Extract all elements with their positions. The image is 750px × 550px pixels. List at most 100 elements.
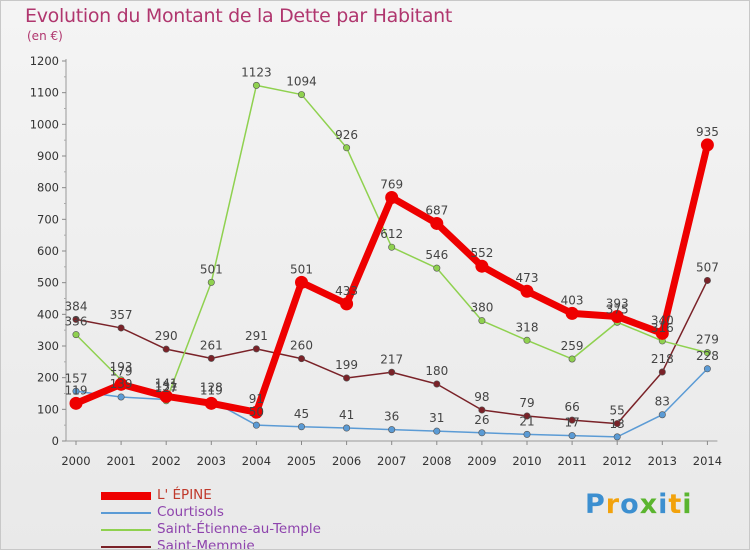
data-label: 141 — [155, 376, 178, 390]
data-label: 291 — [245, 329, 268, 343]
y-tick-label: 800 — [37, 181, 59, 195]
legend-item-saint-etienne-au-temple: Saint-Étienne-au-Temple — [101, 521, 401, 538]
data-label: 935 — [696, 125, 719, 139]
data-point-saint-memmie — [703, 276, 711, 284]
data-point-courtisols — [252, 421, 260, 429]
data-label: 79 — [519, 396, 534, 410]
proxiti-logo: Proxiti — [585, 489, 693, 520]
legend-item-l-epine: L' ÉPINE — [101, 487, 401, 504]
data-point-saint-memmie — [252, 345, 260, 353]
y-tick-label: 0 — [52, 434, 59, 448]
data-label: 546 — [425, 248, 448, 262]
data-point-saint-memmie — [343, 374, 351, 382]
data-label: 501 — [290, 262, 313, 276]
data-point-l-epine — [385, 190, 399, 204]
x-tick-label: 2000 — [61, 454, 90, 468]
x-tick-label: 2001 — [106, 454, 135, 468]
x-tick-label: 2012 — [603, 454, 632, 468]
x-tick-label: 2014 — [693, 454, 722, 468]
data-label: 50 — [249, 405, 264, 419]
data-label: 279 — [696, 333, 719, 347]
x-tick-label: 2008 — [422, 454, 451, 468]
data-point-l-epine — [340, 297, 354, 311]
data-point-l-epine — [114, 377, 128, 391]
data-point-saint-etienne-au-temple — [207, 278, 215, 286]
x-tick-label: 2004 — [242, 454, 271, 468]
x-tick-label: 2010 — [512, 454, 541, 468]
y-tick-label: 400 — [37, 307, 59, 321]
data-point-saint-etienne-au-temple — [72, 331, 80, 339]
y-tick-label: 200 — [37, 371, 59, 385]
data-label: 612 — [380, 227, 403, 241]
data-label: 501 — [200, 262, 223, 276]
x-tick-label: 2013 — [648, 454, 677, 468]
data-label: 1094 — [286, 75, 317, 89]
data-label: 199 — [335, 358, 358, 372]
legend-item-courtisols: Courtisols — [101, 504, 401, 521]
data-label: 340 — [651, 313, 674, 327]
chart-title: Evolution du Montant de la Dette par Hab… — [25, 5, 453, 27]
legend-swatch — [101, 492, 151, 500]
legend-swatch — [101, 512, 151, 514]
data-label: 13 — [610, 417, 625, 431]
data-point-saint-etienne-au-temple — [568, 355, 576, 363]
logo-letter: i — [658, 489, 669, 520]
data-point-saint-etienne-au-temple — [523, 336, 531, 344]
data-point-saint-memmie — [523, 412, 531, 420]
data-point-saint-memmie — [297, 355, 305, 363]
y-tick-label: 300 — [37, 339, 59, 353]
data-label: 157 — [65, 371, 88, 385]
data-point-l-epine — [159, 389, 173, 403]
data-point-saint-memmie — [433, 380, 441, 388]
data-label: 26 — [474, 413, 489, 427]
data-point-saint-etienne-au-temple — [297, 91, 305, 99]
data-point-l-epine — [69, 396, 83, 410]
data-label: 139 — [110, 377, 133, 391]
data-point-l-epine — [565, 306, 579, 320]
data-point-saint-memmie — [568, 416, 576, 424]
legend-item-saint-memmie: Saint-Memmie — [101, 538, 401, 550]
data-point-saint-etienne-au-temple — [703, 349, 711, 357]
data-point-l-epine — [475, 259, 489, 273]
data-label: 552 — [470, 246, 493, 260]
data-label: 98 — [474, 390, 489, 404]
legend-label: L' ÉPINE — [157, 487, 212, 503]
data-label: 259 — [561, 339, 584, 353]
data-point-saint-memmie — [613, 420, 621, 428]
legend-label: Saint-Memmie — [157, 538, 255, 550]
data-point-courtisols — [568, 432, 576, 440]
logo-letter: t — [668, 489, 683, 520]
y-tick-label: 600 — [37, 244, 59, 258]
data-point-saint-memmie — [388, 368, 396, 376]
data-label: 316 — [651, 321, 674, 335]
x-tick-label: 2006 — [332, 454, 361, 468]
data-label: 55 — [610, 404, 625, 418]
data-label: 45 — [294, 407, 309, 421]
y-tick-label: 500 — [37, 276, 59, 290]
data-label: 91 — [249, 392, 264, 406]
data-point-saint-memmie — [207, 354, 215, 362]
unit-label: (en €) — [27, 29, 63, 43]
data-point-l-epine — [204, 396, 218, 410]
data-label: 179 — [110, 364, 133, 378]
data-label: 83 — [655, 395, 670, 409]
data-point-saint-etienne-au-temple — [252, 81, 260, 89]
data-label: 193 — [110, 360, 133, 374]
logo-letter: x — [639, 489, 659, 520]
data-label: 217 — [380, 352, 403, 366]
data-label: 31 — [429, 411, 444, 425]
data-label: 357 — [110, 308, 133, 322]
x-tick-label: 2005 — [287, 454, 316, 468]
data-label: 336 — [65, 315, 88, 329]
data-point-saint-etienne-au-temple — [433, 264, 441, 272]
data-label: 926 — [335, 128, 358, 142]
data-point-l-epine — [520, 284, 534, 298]
data-label: 769 — [380, 177, 403, 191]
data-label: 66 — [564, 400, 579, 414]
y-tick-label: 1200 — [30, 54, 59, 68]
x-tick-label: 2009 — [467, 454, 496, 468]
data-point-l-epine — [249, 405, 263, 419]
data-point-saint-memmie — [162, 345, 170, 353]
